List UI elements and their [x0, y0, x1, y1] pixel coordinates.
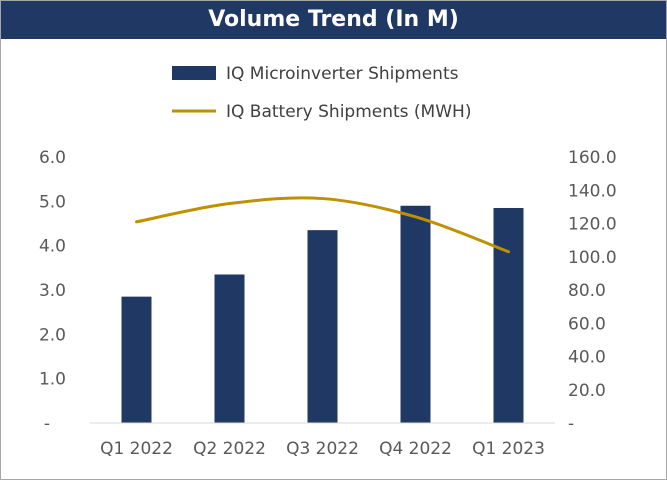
right-tick-label: 160.0 — [568, 148, 617, 168]
legend: IQ Microinverter Shipments IQ Battery Sh… — [172, 64, 471, 122]
left-tick-label: 3.0 — [39, 281, 66, 301]
battery-point — [136, 221, 137, 223]
right-tick-label: 60.0 — [568, 314, 606, 334]
left-axis: - 1.0 2.0 3.0 4.0 5.0 6.0 — [39, 148, 66, 434]
legend-label-microinverter: IQ Microinverter Shipments — [226, 64, 459, 84]
left-tick-label: 1.0 — [39, 370, 66, 390]
x-tick-label: Q1 2022 — [100, 439, 173, 459]
right-tick-label: 120.0 — [568, 215, 617, 235]
right-axis: - 20.0 40.0 60.0 80.0 100.0 120.0 140.0 160.0 — [568, 148, 617, 434]
x-tick-label: Q2 2022 — [193, 439, 266, 459]
x-tick-label: Q4 2022 — [379, 439, 452, 459]
legend-label-battery: IQ Battery Shipments (MWH) — [226, 102, 471, 122]
battery-point — [508, 251, 509, 253]
right-tick-label: - — [568, 414, 574, 434]
microinverter-bar — [121, 296, 152, 423]
chart-title: Volume Trend (In M) — [1, 1, 666, 39]
left-tick-label: 5.0 — [39, 192, 66, 212]
left-tick-label: 2.0 — [39, 325, 66, 345]
x-tick-label: Q3 2022 — [286, 439, 359, 459]
legend-swatch-microinverter — [172, 66, 216, 80]
right-tick-label: 80.0 — [568, 281, 606, 301]
microinverter-bar — [493, 207, 524, 423]
right-tick-label: 100.0 — [568, 248, 617, 268]
microinverter-bar — [307, 230, 338, 423]
microinverter-bar — [400, 205, 431, 423]
bar-series — [121, 205, 524, 423]
battery-point — [322, 198, 323, 200]
right-tick-label: 20.0 — [568, 381, 606, 401]
left-tick-label: 6.0 — [39, 148, 66, 168]
battery-point — [415, 216, 416, 218]
right-tick-label: 40.0 — [568, 348, 606, 368]
x-axis: Q1 2022 Q2 2022 Q3 2022 Q4 2022 Q1 2023 — [90, 422, 555, 459]
left-tick-label: 4.0 — [39, 237, 66, 257]
x-tick-label: Q1 2023 — [472, 439, 545, 459]
battery-point — [229, 203, 230, 205]
right-tick-label: 140.0 — [568, 181, 617, 201]
left-tick-label: - — [44, 414, 50, 434]
microinverter-bar — [214, 274, 245, 423]
